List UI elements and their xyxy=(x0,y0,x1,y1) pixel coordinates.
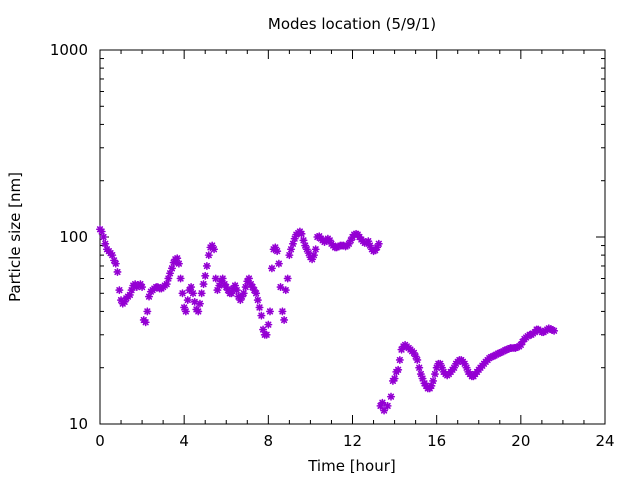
x-tick-label: 0 xyxy=(95,432,105,450)
data-point xyxy=(162,280,171,289)
x-tick-label: 12 xyxy=(343,432,362,450)
data-point xyxy=(195,299,204,308)
data-point xyxy=(262,330,271,339)
data-point xyxy=(202,261,211,270)
data-point xyxy=(174,259,183,268)
data-point xyxy=(201,271,210,280)
data-point xyxy=(276,283,285,292)
data-point xyxy=(138,283,147,292)
x-tick-label: 4 xyxy=(179,432,189,450)
data-point xyxy=(257,311,266,320)
data-point xyxy=(99,233,108,241)
data-point xyxy=(183,296,192,305)
data-point xyxy=(264,320,273,329)
chart-title: Modes location (5/9/1) xyxy=(268,15,436,33)
data-point xyxy=(167,264,176,273)
data-point xyxy=(380,406,389,415)
data-point xyxy=(267,264,276,273)
x-tick-label: 16 xyxy=(427,432,446,450)
data-point xyxy=(253,296,262,305)
data-point xyxy=(197,289,206,298)
data-point xyxy=(374,239,383,248)
data-point xyxy=(283,274,292,283)
data-point xyxy=(378,398,387,407)
data-point xyxy=(232,286,241,295)
data-point xyxy=(309,251,318,260)
data-point xyxy=(178,289,187,298)
data-point xyxy=(311,245,320,254)
data-point xyxy=(218,274,227,283)
data-point xyxy=(280,315,289,324)
data-point xyxy=(273,247,282,256)
data-point xyxy=(189,289,198,298)
data-point xyxy=(395,355,404,364)
x-axis-label: Time [hour] xyxy=(307,457,396,475)
data-point xyxy=(255,303,264,312)
data-point xyxy=(383,401,392,410)
data-point xyxy=(199,280,208,289)
data-point xyxy=(204,251,213,260)
data-point xyxy=(274,259,283,268)
data-point xyxy=(244,274,253,283)
data-point xyxy=(430,370,439,379)
y-tick-label: 10 xyxy=(69,415,88,433)
y-tick-label: 1000 xyxy=(50,41,88,59)
data-point xyxy=(285,251,294,260)
data-point xyxy=(266,307,275,316)
y-axis-label: Particle size [nm] xyxy=(6,172,24,302)
data-point xyxy=(210,245,219,254)
x-tick-label: 8 xyxy=(264,432,274,450)
data-point xyxy=(113,267,122,276)
data-point xyxy=(97,227,106,236)
data-point xyxy=(101,239,110,248)
tick-labels: 0 4 8 12 16 20 24 10 100 1000 xyxy=(50,41,615,450)
data-point xyxy=(187,283,196,292)
data-point xyxy=(429,376,438,385)
data-point xyxy=(278,307,287,316)
data-point xyxy=(241,283,250,292)
data-point xyxy=(141,318,150,327)
data-point xyxy=(194,307,203,316)
y-tick-label: 100 xyxy=(59,228,88,246)
data-point xyxy=(413,355,422,364)
data-point xyxy=(390,374,399,383)
data-points xyxy=(96,225,559,415)
data-point xyxy=(427,381,436,390)
data-point xyxy=(550,326,559,335)
data-point xyxy=(297,229,306,238)
x-tick-label: 20 xyxy=(511,432,530,450)
x-tick-label: 24 xyxy=(595,432,614,450)
tick-marks xyxy=(99,50,606,425)
data-point xyxy=(288,239,297,248)
data-point xyxy=(239,289,248,298)
data-point xyxy=(394,365,403,374)
data-point xyxy=(299,236,308,245)
data-point xyxy=(287,245,296,254)
data-point xyxy=(387,392,396,401)
data-point xyxy=(252,289,261,298)
data-point xyxy=(281,286,290,295)
data-point xyxy=(176,274,185,283)
data-point xyxy=(181,307,190,316)
data-point xyxy=(143,307,152,316)
data-point xyxy=(115,286,124,295)
data-point xyxy=(211,274,220,283)
data-point xyxy=(111,259,120,268)
data-point xyxy=(415,363,424,372)
